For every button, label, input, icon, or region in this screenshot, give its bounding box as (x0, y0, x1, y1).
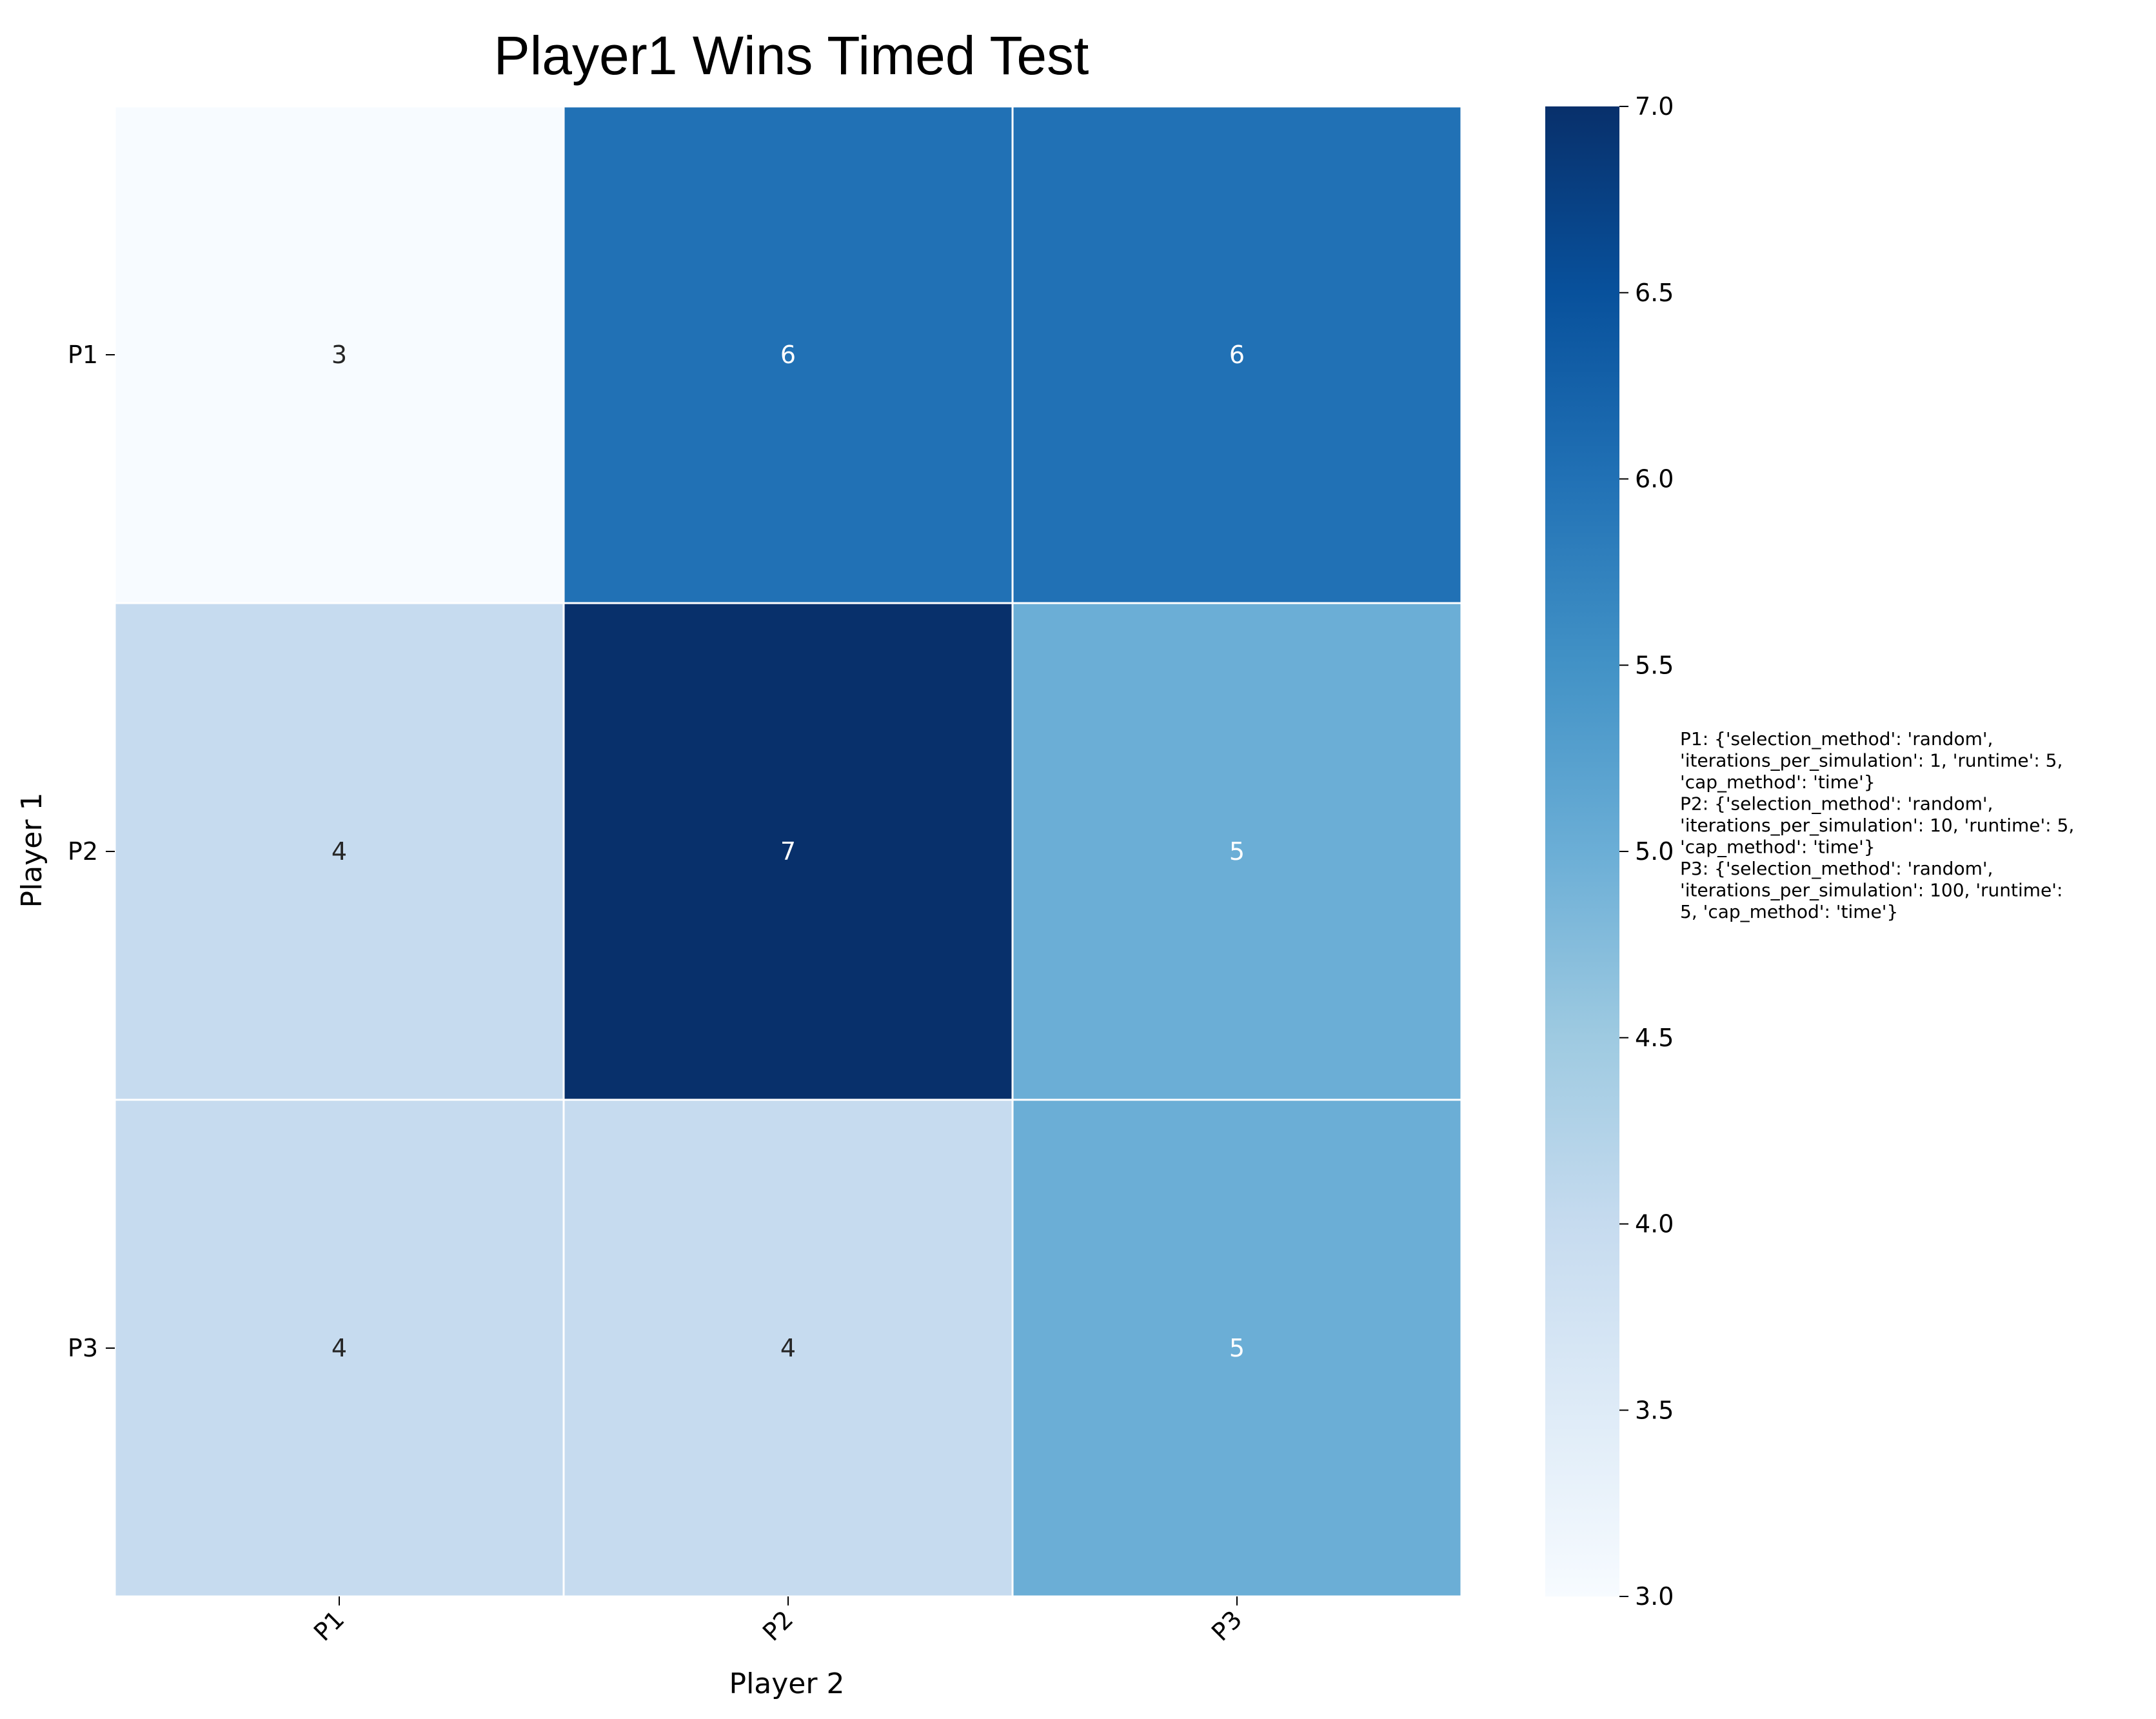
x-tick-label: P2 (757, 1605, 798, 1646)
colorbar-tick-label: 4.5 (1635, 1024, 1674, 1052)
colorbar (1545, 106, 1619, 1596)
y-tick-label: P2 (68, 837, 98, 866)
cell-value-label: 4 (331, 1334, 347, 1362)
colorbar-ticks: 3.0 3.5 4.0 4.5 5.0 5.5 6.0 6.5 7.0 (1619, 92, 1674, 1611)
cell-value-label: 4 (331, 837, 347, 866)
y-axis-ticks: P1 P2 P3 (68, 341, 115, 1362)
heatmap-cell (114, 105, 565, 604)
annotation-line: 'iterations_per_simulation': 100, 'runti… (1680, 880, 2062, 901)
y-tick-label: P3 (68, 1334, 98, 1362)
cell-value-label: 6 (1229, 341, 1245, 369)
colorbar-tick-label: 3.0 (1635, 1582, 1674, 1611)
cell-value-label: 3 (331, 341, 347, 369)
colorbar-tick-label: 7.0 (1635, 92, 1674, 121)
heatmap-cell-labels: 3 6 6 4 7 5 4 4 5 (331, 341, 1245, 1362)
x-axis-ticks: P1 P2 P3 (308, 1596, 1247, 1647)
heatmap-cell (1011, 105, 1463, 604)
annotation-line: P2: {'selection_method': 'random', (1680, 793, 1993, 815)
heatmap-cell (1011, 602, 1463, 1101)
colorbar-tick-label: 5.5 (1635, 651, 1674, 679)
heatmap-cell (562, 602, 1014, 1101)
annotation-line: 'cap_method': 'time'} (1680, 837, 1875, 858)
heatmap-cell (114, 1098, 565, 1598)
cell-value-label: 5 (1229, 1334, 1245, 1362)
colorbar-tick-label: 6.0 (1635, 465, 1674, 493)
annotation-line: 'iterations_per_simulation': 10, 'runtim… (1680, 815, 2074, 836)
colorbar-tick-label: 6.5 (1635, 279, 1674, 307)
annotation-line: 'cap_method': 'time'} (1680, 771, 1875, 793)
cell-value-label: 5 (1229, 837, 1245, 866)
player-config-annotation: P1: {'selection_method': 'random','itera… (1680, 728, 2074, 922)
colorbar-tick-label: 4.0 (1635, 1210, 1674, 1238)
cell-value-label: 4 (780, 1334, 796, 1362)
x-tick-label: P1 (308, 1605, 350, 1646)
heatmap-cell (562, 1098, 1014, 1598)
colorbar-tick-label: 3.5 (1635, 1396, 1674, 1424)
annotation-line: 5, 'cap_method': 'time'} (1680, 901, 1898, 922)
cell-value-label: 6 (780, 341, 796, 369)
x-axis-label: Player 2 (729, 1667, 845, 1700)
cell-value-label: 7 (780, 837, 796, 866)
annotation-line: P3: {'selection_method': 'random', (1680, 858, 1993, 879)
chart-title: Player1 Wins Timed Test (494, 25, 1089, 86)
heatmap-cells (114, 105, 1463, 1598)
heatmap-cell (114, 602, 565, 1101)
annotation-line: P1: {'selection_method': 'random', (1680, 728, 1993, 750)
x-tick-label: P3 (1206, 1605, 1247, 1646)
y-axis-label: Player 1 (15, 793, 48, 908)
colorbar-tick-label: 5.0 (1635, 837, 1674, 866)
y-tick-label: P1 (68, 341, 98, 369)
heatmap-cell (562, 105, 1014, 604)
annotation-line: 'iterations_per_simulation': 1, 'runtime… (1680, 750, 2062, 771)
